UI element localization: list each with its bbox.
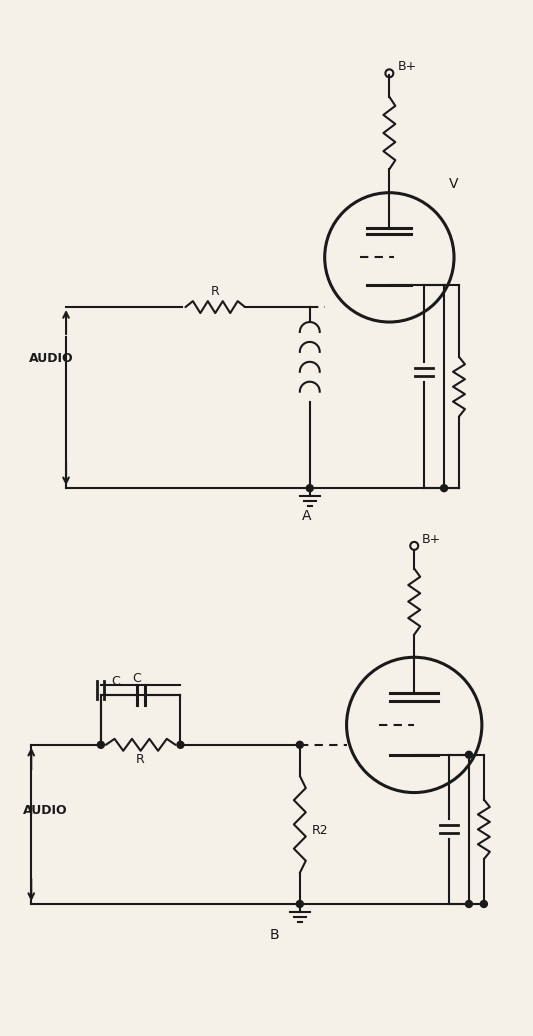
Text: B+: B+: [422, 533, 441, 546]
Circle shape: [480, 900, 487, 908]
Circle shape: [296, 900, 303, 908]
Text: R: R: [211, 285, 219, 298]
Text: R2: R2: [312, 825, 328, 837]
Circle shape: [441, 485, 448, 492]
Text: AUDIO: AUDIO: [29, 352, 74, 365]
Circle shape: [465, 751, 472, 758]
Circle shape: [465, 900, 472, 908]
Text: B: B: [270, 928, 280, 942]
Text: A: A: [302, 509, 311, 523]
Text: C: C: [111, 675, 119, 688]
Circle shape: [177, 742, 184, 748]
Circle shape: [296, 742, 303, 748]
Text: V: V: [449, 177, 458, 191]
Text: B+: B+: [397, 60, 417, 74]
Text: AUDIO: AUDIO: [23, 804, 68, 817]
Circle shape: [306, 485, 313, 492]
Text: C: C: [133, 672, 141, 685]
Circle shape: [98, 742, 104, 748]
Text: R: R: [136, 753, 144, 766]
